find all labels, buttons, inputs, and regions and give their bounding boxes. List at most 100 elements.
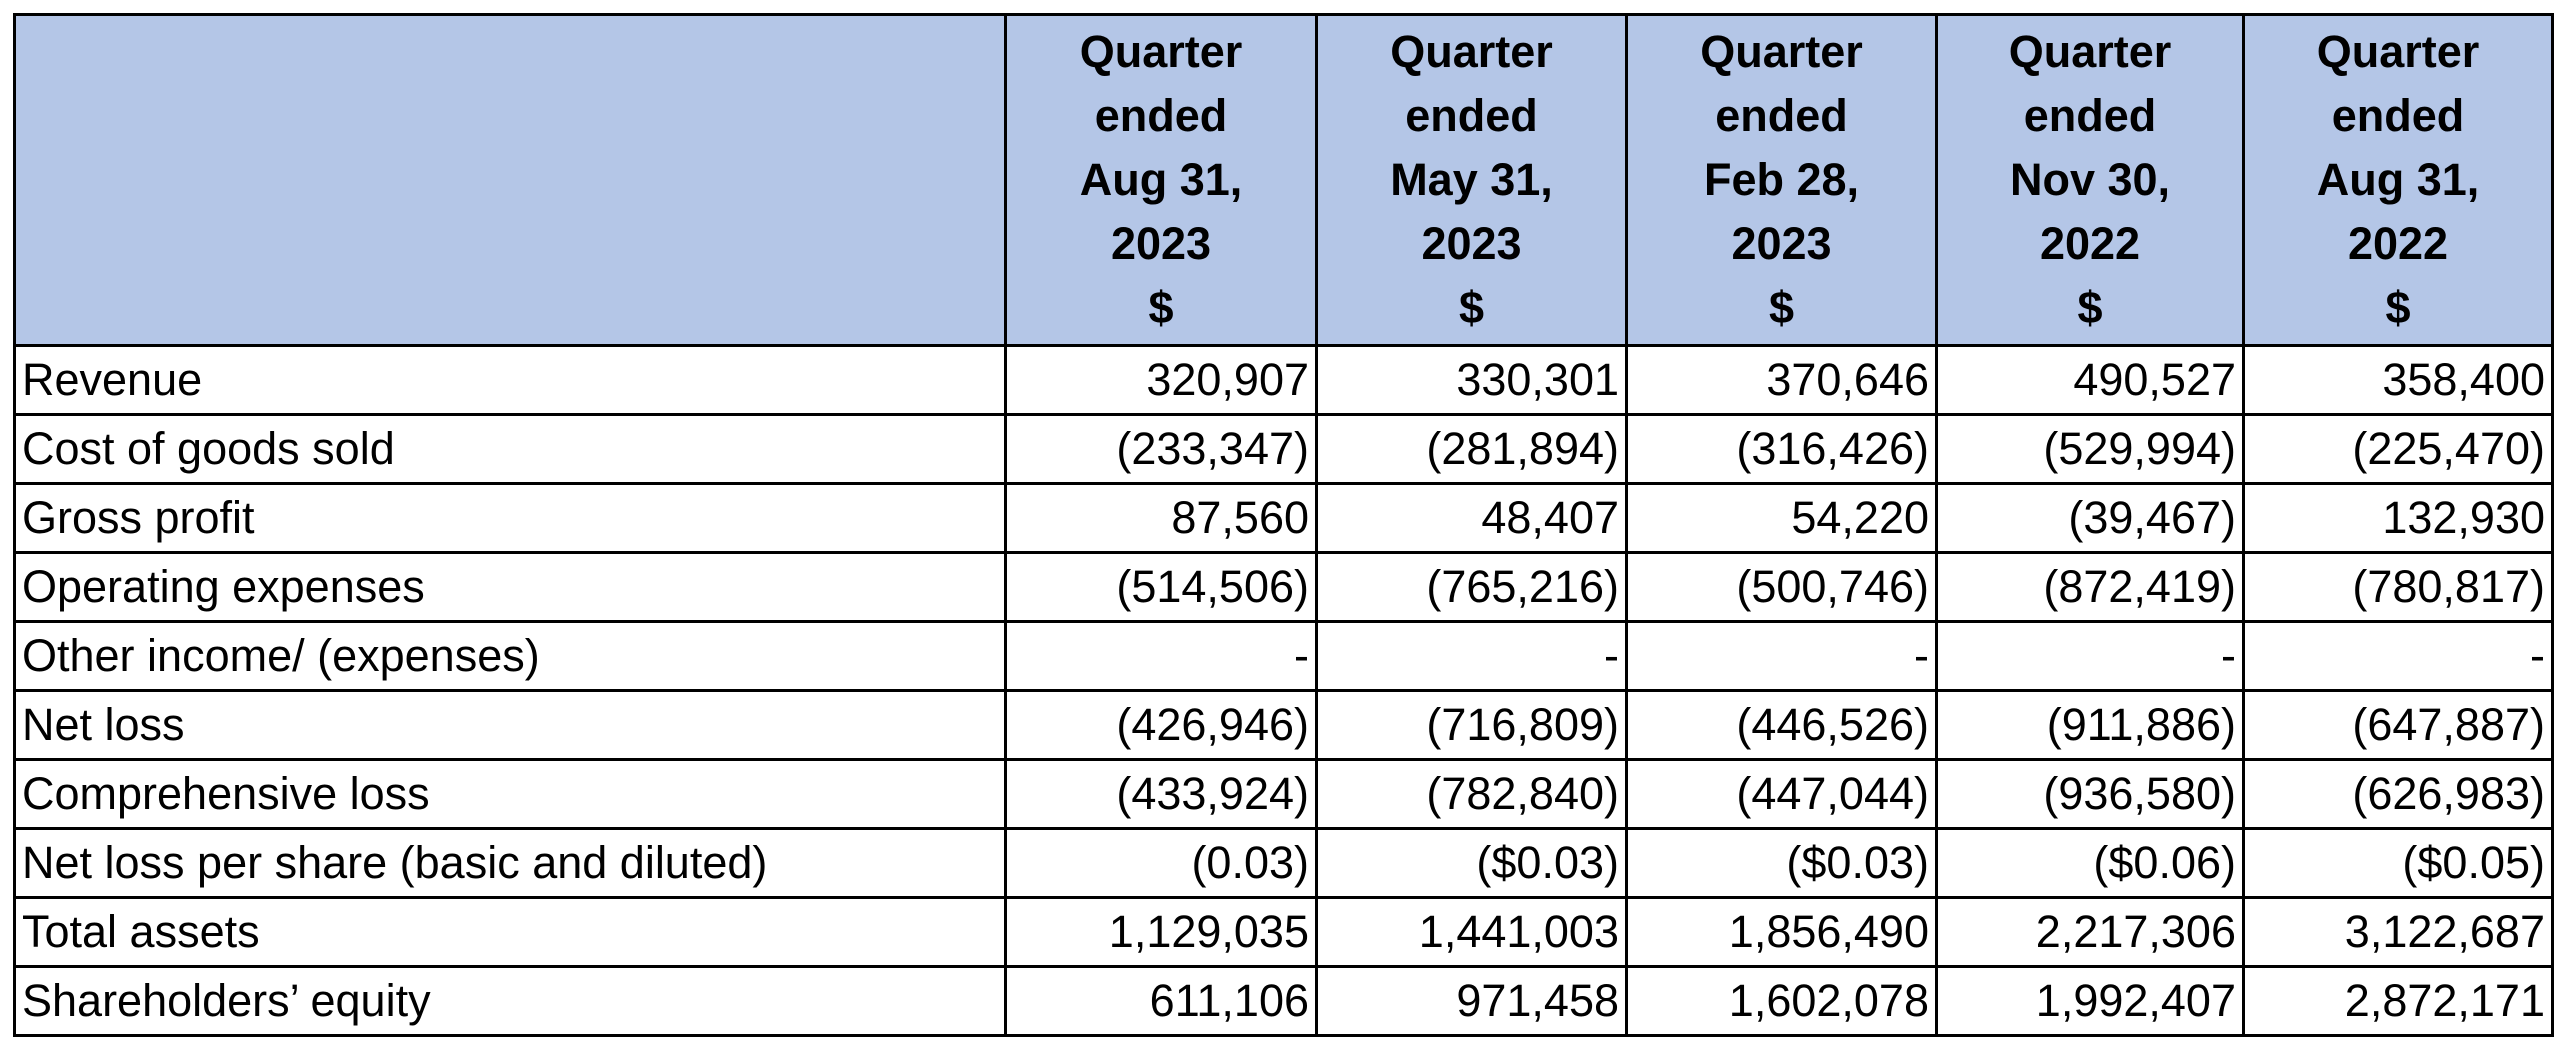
column-header: Quarter ended May 31, 2023 $ [1315,13,1628,347]
table-row: Gross profit 87,560 48,407 54,220 (39,467) 13… [13,482,2554,554]
cell-value: (782,840) [1315,758,1628,830]
cell-value: (936,580) [1935,758,2245,830]
cell-value: (872,419) [1935,551,2245,623]
cell-value: - [2242,620,2554,692]
cell-value: 1,602,078 [1625,965,1938,1037]
header-line: ended [1094,90,1228,141]
cell-value: ($0.03) [1315,827,1628,899]
header-line: Quarter [2316,26,2480,77]
cell-value: 971,458 [1315,965,1628,1037]
cell-value: 330,301 [1315,344,1628,416]
cell-value: (433,924) [1004,758,1318,830]
cell-value: 48,407 [1315,482,1628,554]
cell-value: 132,930 [2242,482,2554,554]
header-line: Quarter [1079,26,1243,77]
row-label: Cost of goods sold [13,413,1007,485]
header-line: Quarter [1390,26,1553,77]
header-line: ended [2023,90,2157,141]
cell-value: 54,220 [1625,482,1938,554]
cell-value: (447,044) [1625,758,1938,830]
header-line: 2022 [2039,218,2141,269]
cell-value: 358,400 [2242,344,2554,416]
header-line: Aug 31, [1079,154,1243,205]
cell-value: 490,527 [1935,344,2245,416]
header-line: 2023 [1421,218,1522,269]
cell-value: (647,887) [2242,689,2554,761]
cell-value: 370,646 [1625,344,1938,416]
cell-value: (716,809) [1315,689,1628,761]
table-row: Net loss (426,946) (716,809) (446,526) (911,… [13,689,2554,761]
row-label: Other income/ (expenses) [13,620,1007,692]
table-header: Quarter ended Aug 31, 2023 $ Quarter ended May … [13,13,2554,347]
header-line: $ [1768,282,1795,333]
cell-value: ($0.05) [2242,827,2554,899]
cell-value: ($0.03) [1625,827,1938,899]
cell-value: - [1315,620,1628,692]
cell-value: - [1625,620,1938,692]
header-line: Feb 28, [1703,154,1860,205]
cell-value: 320,907 [1004,344,1318,416]
cell-value: (446,526) [1625,689,1938,761]
header-line: ended [2331,90,2465,141]
header-line: Nov 30, [2009,154,2171,205]
cell-value: (911,886) [1935,689,2245,761]
header-line: 2023 [1110,218,1212,269]
cell-value: (426,946) [1004,689,1318,761]
cell-value: 87,560 [1004,482,1318,554]
cell-value: ($0.06) [1935,827,2245,899]
cell-value: - [1004,620,1318,692]
table-row: Comprehensive loss (433,924) (782,840) (447… [13,758,2554,830]
cell-value: 1,129,035 [1004,896,1318,968]
header-line: Quarter [2008,26,2172,77]
header-line: ended [1715,90,1848,141]
table-row: Operating expenses (514,506) (765,216) (500… [13,551,2554,623]
cell-value: 1,856,490 [1625,896,1938,968]
cell-value: - [1935,620,2245,692]
cell-value: 1,441,003 [1315,896,1628,968]
cell-value: (233,347) [1004,413,1318,485]
header-line: 2023 [1731,218,1832,269]
cell-value: 611,106 [1004,965,1318,1037]
cell-value: 2,217,306 [1935,896,2245,968]
header-line: Quarter [1700,26,1863,77]
table-body: Revenue 320,907 330,301 370,646 490,527 358,4… [13,344,2554,1037]
column-header: Quarter ended Aug 31, 2022 $ [2242,13,2554,347]
column-header: Quarter ended Feb 28, 2023 $ [1625,13,1938,347]
header-line: $ [2385,282,2411,333]
cell-value: (500,746) [1625,551,1938,623]
cell-value: (39,467) [1935,482,2245,554]
column-header: Quarter ended Nov 30, 2022 $ [1935,13,2245,347]
cell-value: (0.03) [1004,827,1318,899]
table-row: Revenue 320,907 330,301 370,646 490,527 358,4… [13,344,2554,416]
header-line: ended [1405,90,1538,141]
header-line: May 31, [1390,154,1553,205]
table-row: Total assets 1,129,035 1,441,003 1,856,490 2… [13,896,2554,968]
cell-value: 1,992,407 [1935,965,2245,1037]
header-line: $ [1148,282,1174,333]
column-header: Quarter ended Aug 31, 2023 $ [1004,13,1318,347]
cell-value: (281,894) [1315,413,1628,485]
header-corner [13,13,1007,347]
cell-value: (529,994) [1935,413,2245,485]
cell-value: (225,470) [2242,413,2554,485]
table-row: Shareholders’ equity 611,106 971,458 1,602,… [13,965,2554,1037]
cell-value: 3,122,687 [2242,896,2554,968]
cell-value: (765,216) [1315,551,1628,623]
row-label: Comprehensive loss [13,758,1007,830]
cell-value: (780,817) [2242,551,2554,623]
table-row: Net loss per share (basic and diluted) (0… [13,827,2554,899]
cell-value: (514,506) [1004,551,1318,623]
row-label: Net loss [13,689,1007,761]
cell-value: (626,983) [2242,758,2554,830]
header-line: Aug 31, [2316,154,2480,205]
row-label: Shareholders’ equity [13,965,1007,1037]
row-label: Operating expenses [13,551,1007,623]
row-label: Gross profit [13,482,1007,554]
row-label: Total assets [13,896,1007,968]
financial-table: Quarter ended Aug 31, 2023 $ Quarter ended May … [13,13,2554,1037]
header-line: $ [1458,282,1485,333]
table-row: Other income/ (expenses) - - - - - [13,620,2554,692]
table-row: Cost of goods sold (233,347) (281,894) (316… [13,413,2554,485]
row-label: Net loss per share (basic and diluted) [13,827,1007,899]
